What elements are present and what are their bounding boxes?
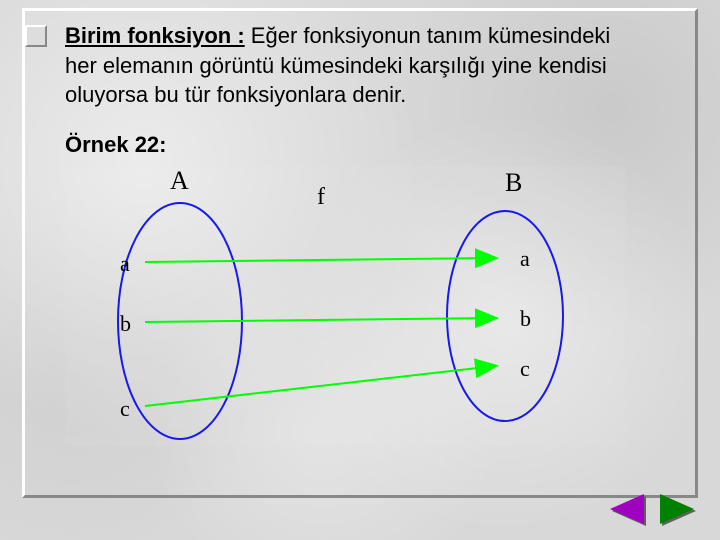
domain-element-0: a xyxy=(120,251,130,277)
definition-line3: oluyorsa bu tür fonksiyonlara denir. xyxy=(65,82,406,107)
mapping-arrow-0 xyxy=(145,258,495,262)
prev-arrow-icon xyxy=(610,494,644,524)
mapping-diagram: A B f abcabc xyxy=(65,166,625,446)
definition-term: Birim fonksiyon : xyxy=(65,23,245,48)
definition-rest1: Eğer fonksiyonun tanım kümesindeki xyxy=(245,23,611,48)
arrow-group xyxy=(145,258,495,406)
function-label: f xyxy=(317,184,325,211)
slide-frame: Birim fonksiyon : Eğer fonksiyonun tanım… xyxy=(22,8,698,498)
codomain-element-1: b xyxy=(520,306,531,332)
next-button[interactable] xyxy=(656,492,702,530)
bullet-icon xyxy=(25,25,47,47)
domain-element-2: c xyxy=(120,396,130,422)
set-b-ellipse xyxy=(447,211,563,421)
definition-line2: her elemanın görüntü kümesindeki karşılı… xyxy=(65,53,607,78)
domain-element-1: b xyxy=(120,311,131,337)
codomain-element-0: a xyxy=(520,246,530,272)
nav-buttons xyxy=(604,492,702,530)
set-a-label: A xyxy=(170,166,189,196)
mapping-arrow-2 xyxy=(145,366,495,406)
codomain-element-2: c xyxy=(520,356,530,382)
diagram-svg xyxy=(65,166,625,446)
prev-button[interactable] xyxy=(604,492,650,530)
set-b-label: B xyxy=(505,168,522,198)
definition-text: Birim fonksiyon : Eğer fonksiyonun tanım… xyxy=(65,21,667,110)
next-arrow-icon xyxy=(660,494,694,524)
mapping-arrow-1 xyxy=(145,318,495,322)
example-label: Örnek 22: xyxy=(65,132,667,158)
